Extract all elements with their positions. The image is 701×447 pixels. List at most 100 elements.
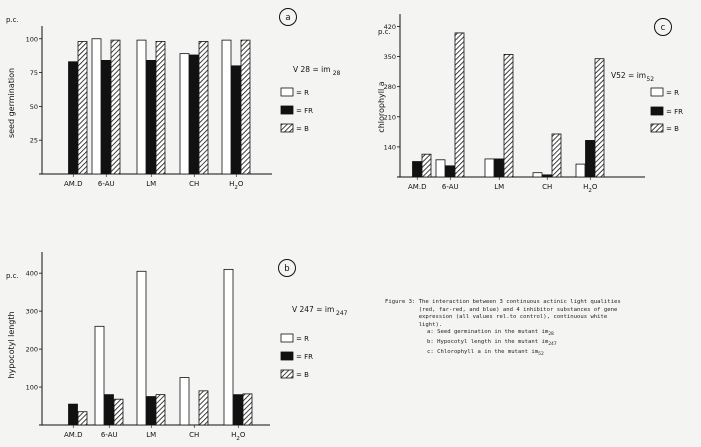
- caption-item-a: a: Seed germination in the mutant im28: [427, 329, 554, 338]
- bar-b-6au: [110, 39, 121, 175]
- y-tick-label: 50: [30, 103, 38, 111]
- x-tick-label: AM.D: [64, 180, 82, 188]
- bar-r-ch: [532, 172, 543, 178]
- chart-title: V 247 = im: [292, 305, 334, 314]
- y-tick-label: 100: [26, 35, 38, 43]
- bar-b-amd: [421, 153, 432, 178]
- chart-title: V52 = im: [611, 71, 646, 80]
- bar-b-lm: [155, 394, 166, 426]
- y-tick-label: 75: [30, 69, 38, 77]
- panel-label-circle: [278, 259, 296, 277]
- legend-label-r: = R: [296, 335, 309, 343]
- bar-b-h2o: [594, 58, 605, 178]
- caption-line-2: (red, far-red, and blue) and 4 inhibitor…: [385, 306, 618, 313]
- bar-b-lm: [503, 54, 514, 178]
- bar-fr-h2o: [231, 65, 241, 175]
- legend-label-b: = B: [666, 125, 679, 133]
- bar-fr-ch: [189, 54, 199, 175]
- bar-r-h2o: [221, 39, 232, 175]
- x-tick-label: 6-AU: [442, 183, 459, 191]
- caption-item-b: b: Hypocotyl length in the mutant im247: [427, 339, 557, 348]
- bar-fr-lm: [146, 396, 156, 426]
- bar-fr-6au: [101, 60, 111, 175]
- y-tick-label: 140: [384, 143, 396, 151]
- bar-r-6au: [91, 38, 102, 175]
- bar-b-ch: [198, 41, 209, 175]
- bar-b-lm: [155, 41, 166, 175]
- chart-panel-b: 100 200 300 400 p.c. hypocotyl length AM.D 6-AU…: [6, 252, 348, 442]
- bar-fr-ch: [542, 174, 552, 178]
- caption-line-4: light).: [385, 321, 443, 328]
- bar-fr-amd: [412, 161, 422, 178]
- unit-label: p.c.: [6, 272, 19, 280]
- x-tick-label: 6-AU: [98, 180, 115, 188]
- bar-r-lm: [484, 158, 495, 178]
- y-tick-label: 25: [30, 137, 38, 145]
- panel-label: a: [285, 13, 290, 23]
- chart-title: V 28 = im: [293, 65, 331, 74]
- legend-label-fr: = FR: [296, 107, 313, 115]
- x-tick-label: CH: [189, 180, 199, 188]
- x-tick-label: H2O: [583, 183, 598, 194]
- y-axis-label: hypocotyl length: [7, 311, 16, 378]
- y-tick-label: 100: [26, 384, 38, 392]
- panel-label: c: [661, 23, 666, 33]
- legend-label-fr: = FR: [666, 108, 683, 116]
- unit-label: p.c.: [6, 16, 19, 24]
- y-tick-label: 200: [26, 346, 38, 354]
- legend-label-r: = R: [296, 89, 309, 97]
- bar-fr-amd: [68, 403, 78, 426]
- chart-title-subscript: 28: [333, 70, 341, 77]
- chart-title-subscript: 247: [336, 310, 348, 317]
- y-tick-label: 210: [384, 113, 396, 121]
- panel-label-circle: [654, 18, 672, 36]
- legend-swatch-r: [280, 333, 294, 343]
- x-tick-label: 6-AU: [101, 431, 118, 439]
- legend-swatch-b: [280, 123, 294, 133]
- bar-r-lm: [136, 39, 147, 175]
- bar-fr-lm: [494, 158, 504, 178]
- x-tick-label: H2O: [229, 180, 244, 191]
- bar-r-ch: [179, 377, 190, 426]
- bar-b-h2o: [242, 393, 253, 426]
- legend-swatch-r: [280, 87, 294, 97]
- legend-label-b: = B: [296, 125, 309, 133]
- bar-b-ch: [551, 133, 562, 178]
- chart-panel-a: 25 50 75 100 p.c. seed germination AM.D 6-AU LM C…: [6, 8, 341, 191]
- bar-r-lm: [136, 270, 147, 426]
- y-tick-label: 300: [26, 308, 38, 316]
- chart-title-subscript: 52: [646, 76, 654, 83]
- bar-r-6au: [435, 159, 446, 178]
- y-tick-label: 280: [384, 83, 396, 91]
- bar-b-amd: [77, 41, 88, 175]
- bar-r-ch: [179, 53, 190, 175]
- legend-swatch-fr: [650, 106, 664, 116]
- caption-line-3: expression (all values rel.to control), …: [385, 314, 608, 321]
- bar-r-h2o: [223, 268, 234, 426]
- bar-b-6au: [454, 32, 465, 178]
- x-tick-label: CH: [189, 431, 199, 439]
- bar-b-amd: [77, 411, 88, 426]
- bar-fr-amd: [68, 61, 78, 175]
- bar-b-h2o: [240, 39, 251, 175]
- bar-fr-6au: [104, 394, 114, 426]
- x-tick-label: CH: [542, 183, 552, 191]
- legend-swatch-fr: [280, 105, 294, 115]
- y-tick-label: 420: [384, 23, 396, 31]
- figure-caption: Figure 3: The interaction between 3 cont…: [385, 299, 697, 358]
- x-tick-label: LM: [494, 183, 504, 191]
- bar-r-6au: [94, 325, 105, 426]
- caption-item-c: c: Chlorophyll a in the mutant im52: [427, 348, 544, 357]
- x-tick-label: LM: [146, 431, 156, 439]
- panel-label-circle: [279, 8, 297, 26]
- bar-b-ch: [198, 390, 209, 426]
- legend-swatch-b: [280, 369, 294, 379]
- legend-swatch-fr: [280, 351, 294, 361]
- y-tick-label: 350: [384, 53, 396, 61]
- x-tick-label: AM.D: [64, 431, 82, 439]
- bar-b-6au: [113, 398, 124, 426]
- bar-fr-h2o: [233, 394, 243, 426]
- bar-fr-lm: [146, 60, 156, 175]
